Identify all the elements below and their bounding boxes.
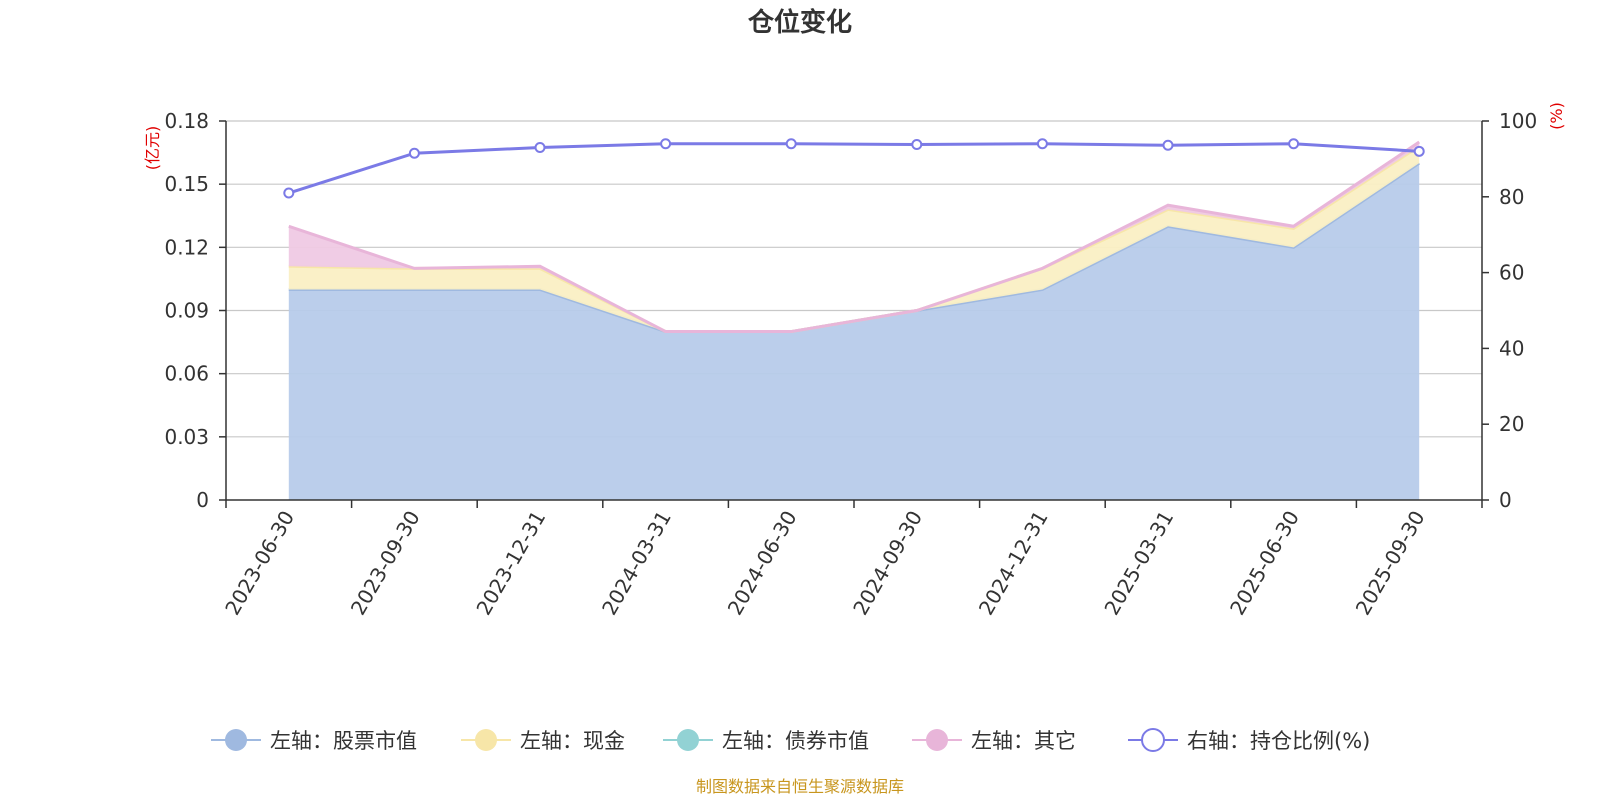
line-layer [283, 138, 1425, 199]
holding-ratio-point [534, 142, 546, 154]
right-tick-label: 40 [1499, 336, 1524, 360]
legend-item: 左轴：债券市值 [663, 729, 869, 753]
legend-swatch-marker [677, 729, 699, 751]
left-axis-unit: (亿元) [143, 126, 162, 171]
legend-label: 左轴：债券市值 [722, 729, 869, 753]
holding-ratio-point [660, 138, 672, 150]
right-axis-unit: (%) [1547, 102, 1566, 130]
legend: 左轴：股票市值 左轴：现金 左轴：债券市值 左轴：其它 右轴：持仓比例(%) [211, 728, 1370, 753]
area-series-edge-3 [288, 140, 1421, 334]
legend-label: 左轴：股票市值 [270, 729, 417, 753]
legend-item: 左轴：股票市值 [211, 729, 417, 753]
legend-swatch-marker [1141, 728, 1165, 752]
holding-ratio-point [911, 138, 923, 150]
holding-ratio-point [1413, 145, 1425, 157]
right-tick-label: 0 [1499, 488, 1512, 512]
legend-label: 右轴：持仓比例(%) [1187, 729, 1370, 753]
data-source-note: 制图数据来自恒生聚源数据库 [696, 777, 904, 796]
left-tick-label: 0 [196, 488, 209, 512]
right-tick-label: 20 [1499, 412, 1524, 436]
legend-label: 左轴：其它 [971, 729, 1076, 753]
right-tick-label: 80 [1499, 185, 1524, 209]
holding-ratio-point [1162, 139, 1174, 151]
left-tick-label: 0.12 [164, 235, 209, 259]
x-tick-label: 2024-09-30 [848, 507, 927, 620]
x-tick-label: 2024-06-30 [723, 507, 802, 620]
right-tick-label: 100 [1499, 109, 1537, 133]
chart-title: 仓位变化 [747, 7, 852, 38]
x-tick-label: 2025-03-31 [1099, 507, 1178, 620]
x-tick-label: 2025-06-30 [1225, 507, 1304, 620]
x-tick-label: 2023-06-30 [220, 507, 299, 620]
area-layer [288, 140, 1421, 500]
right-tick-label: 60 [1499, 261, 1524, 285]
holding-ratio-line [288, 142, 1420, 195]
legend-label: 左轴：现金 [520, 729, 625, 753]
area-series-0 [288, 163, 1420, 500]
x-tick-label: 2023-09-30 [346, 507, 425, 620]
legend-swatch-marker [926, 729, 948, 751]
legend-swatch-marker [225, 729, 247, 751]
x-tick-label: 2024-12-31 [974, 507, 1053, 620]
holding-ratio-point [1036, 138, 1048, 150]
legend-item: 左轴：现金 [461, 729, 625, 753]
holding-ratio-point [785, 138, 797, 150]
left-tick-label: 0.06 [164, 362, 209, 386]
holding-ratio-point [283, 187, 295, 199]
left-tick-label: 0.15 [164, 172, 209, 196]
x-tick-label: 2025-09-30 [1351, 507, 1430, 620]
holding-ratio-point [408, 147, 420, 159]
left-tick-label: 0.18 [164, 109, 209, 133]
legend-item: 右轴：持仓比例(%) [1128, 728, 1370, 753]
legend-swatch-marker [475, 729, 497, 751]
legend-item: 左轴：其它 [912, 729, 1076, 753]
holding-ratio-point [1288, 138, 1300, 150]
x-tick-label: 2024-03-31 [597, 507, 676, 620]
left-tick-label: 0.09 [164, 299, 209, 323]
x-tick-label: 2023-12-31 [471, 507, 550, 620]
left-tick-label: 0.03 [164, 425, 209, 449]
